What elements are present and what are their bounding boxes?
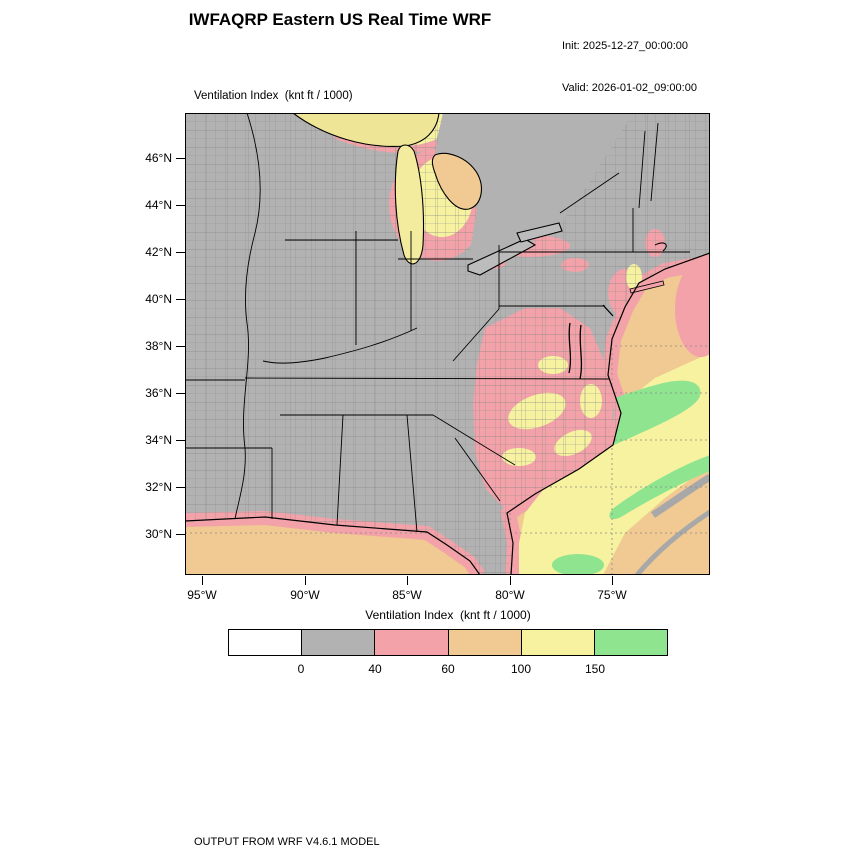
colorbar-tick-label: 40 — [368, 662, 382, 676]
county-grid-coarse — [185, 113, 710, 575]
y-tick-mark — [176, 440, 185, 441]
x-tick-mark — [202, 576, 203, 585]
delaware-bay — [602, 304, 614, 317]
cape-cod — [654, 242, 667, 252]
colorbar-tick-label: 100 — [510, 662, 532, 676]
mississippi-river-border — [234, 113, 261, 520]
x-tick-label: 85°W — [392, 588, 422, 602]
state-borders — [185, 113, 690, 533]
y-tick-label: 36°N — [145, 386, 172, 400]
y-tick-label: 44°N — [145, 198, 172, 212]
long-island — [629, 280, 665, 294]
colorbar-tick-label: 60 — [441, 662, 455, 676]
chesapeake-bay-east — [579, 324, 583, 380]
map-frame — [185, 113, 710, 575]
lakes — [292, 113, 667, 294]
valid-time: Valid: 2026-01-02_09:00:00 — [562, 82, 697, 94]
colorbar-title: Ventilation Index (knt ft / 1000) — [365, 608, 531, 622]
colorbar — [228, 629, 669, 656]
lake-superior — [292, 113, 440, 147]
plot-title: IWFAQRP Eastern US Real Time WRF — [188, 10, 492, 29]
y-tick-mark — [176, 346, 185, 347]
y-tick-mark — [176, 534, 185, 535]
gray-streak — [651, 474, 710, 518]
colorbar-segment-yellow — [520, 629, 595, 656]
x-tick-label: 90°W — [290, 588, 320, 602]
footer-model-line: OUTPUT FROM WRF V4.6.1 MODEL — [194, 836, 380, 848]
y-tick-mark — [176, 205, 185, 206]
colorbar-segment-green — [593, 629, 669, 656]
map-canvas — [185, 113, 710, 575]
lake-huron — [431, 152, 482, 210]
y-tick-mark — [176, 158, 185, 159]
offshore-pink-newengland — [675, 261, 710, 357]
secondary-green-band — [609, 455, 710, 520]
colorbar-tick-label: 0 — [297, 662, 305, 676]
x-tick-label: 95°W — [187, 588, 217, 602]
y-tick-mark — [176, 299, 185, 300]
y-tick-label: 40°N — [145, 292, 172, 306]
field-label: Ventilation Index (knt ft / 1000) — [194, 90, 353, 102]
y-tick-label: 30°N — [145, 527, 172, 541]
x-tick-label: 75°W — [597, 588, 627, 602]
init-time: Init: 2025-12-27_00:00:00 — [562, 40, 688, 52]
y-tick-label: 42°N — [145, 245, 172, 259]
y-tick-label: 32°N — [145, 480, 172, 494]
chesapeake-bay — [568, 322, 572, 374]
init-valid-block: Init: 2025-12-27_00:00:00 Valid: 2026-01… — [562, 11, 697, 123]
colorbar-segment-gray — [301, 629, 376, 656]
x-tick-label: 80°W — [495, 588, 525, 602]
map-svg — [185, 113, 710, 575]
atlantic-coastline — [506, 252, 710, 575]
ohio-river-border — [262, 327, 418, 364]
x-tick-mark — [510, 576, 511, 585]
y-tick-mark — [176, 393, 185, 394]
y-tick-mark — [176, 487, 185, 488]
canada-mask — [435, 113, 633, 271]
colorbar-segment-pink — [374, 629, 449, 656]
green-patch-south — [552, 554, 604, 575]
lake-ontario — [516, 222, 563, 243]
lake-erie — [467, 238, 537, 276]
colorbar-segment-tan — [447, 629, 522, 656]
y-tick-label: 38°N — [145, 339, 172, 353]
y-tick-label: 34°N — [145, 433, 172, 447]
x-tick-mark — [407, 576, 408, 585]
y-tick-label: 46°N — [145, 151, 172, 165]
gray-streak-2 — [635, 509, 710, 575]
x-tick-mark — [305, 576, 306, 585]
gulf-coastline — [185, 516, 481, 575]
colorbar-tick-label: 150 — [584, 662, 606, 676]
y-tick-mark — [176, 252, 185, 253]
lake-michigan — [394, 144, 425, 265]
x-tick-mark — [612, 576, 613, 585]
footer-block: OUTPUT FROM WRF V4.6.1 MODEL WE = 310 ; … — [194, 807, 627, 850]
colorbar-segment-white — [228, 629, 303, 656]
